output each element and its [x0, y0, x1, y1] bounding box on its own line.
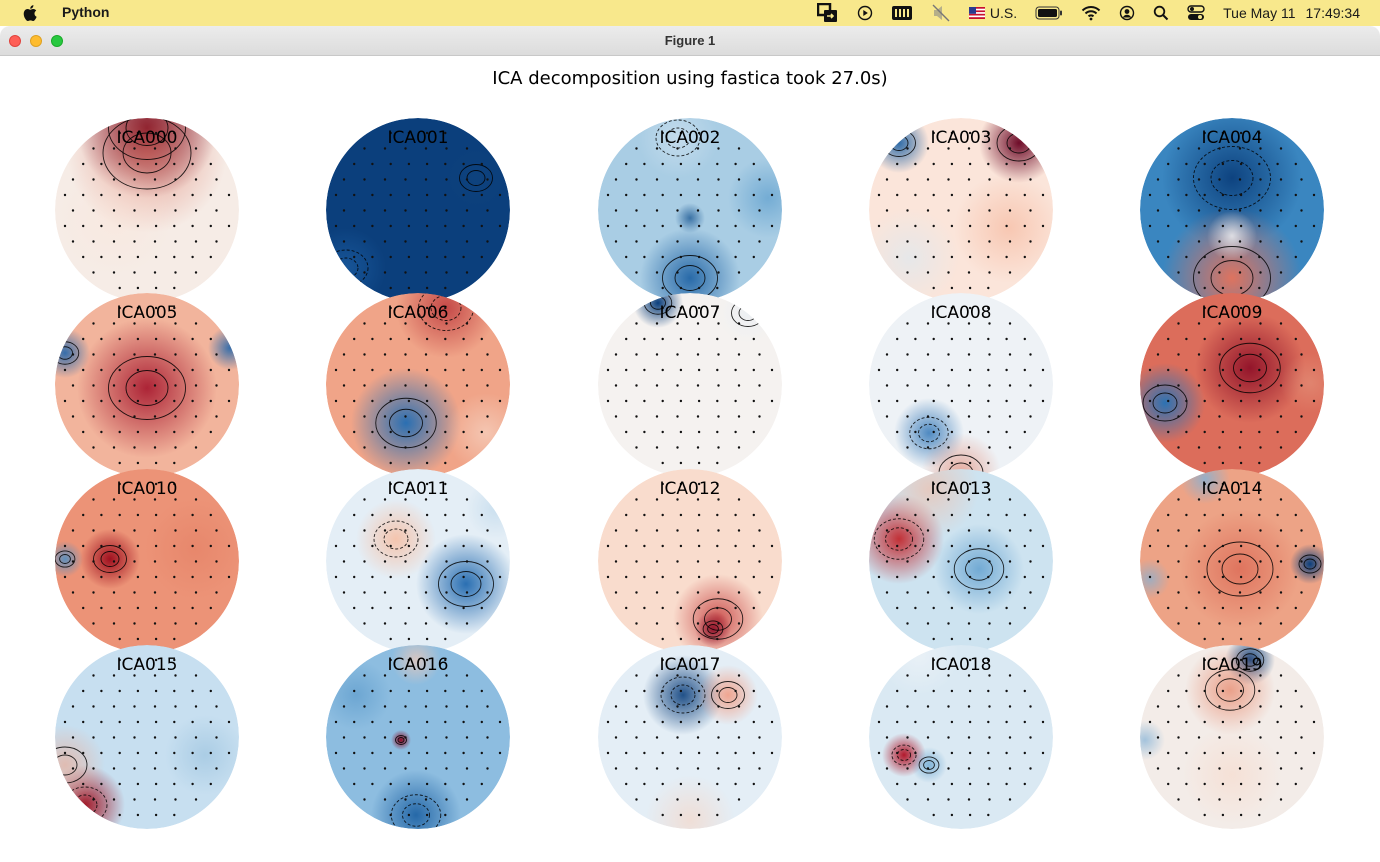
head-outline [598, 293, 782, 477]
menu-clock[interactable]: Tue May 11 17:49:34 [1223, 5, 1360, 21]
topomap-title: ICA002 [659, 128, 721, 148]
topomap-title: ICA008 [930, 303, 992, 323]
topomap-title: ICA003 [930, 128, 992, 148]
battery-box-icon[interactable] [891, 0, 913, 26]
head-outline [326, 118, 510, 302]
topomap-title: ICA012 [659, 479, 721, 499]
us-flag-icon [968, 7, 985, 19]
head-outline [869, 469, 1053, 653]
topomap-title: ICA015 [116, 655, 178, 675]
window-title: Figure 1 [664, 33, 716, 48]
topomap-ica007[interactable] [598, 293, 782, 477]
head-outline [598, 645, 782, 829]
head-outline [1140, 645, 1324, 829]
menu-bar: Python U.S. [0, 0, 1380, 26]
topomap-ica010[interactable] [55, 469, 239, 653]
topomap-ica001[interactable] [326, 118, 510, 302]
topomap-ica017[interactable] [598, 645, 782, 829]
topomap-ica005[interactable] [55, 293, 239, 477]
input-source[interactable]: U.S. [968, 0, 1018, 26]
head-outline [598, 118, 782, 302]
topomap-ica013[interactable] [869, 469, 1053, 653]
topomap-title: ICA016 [387, 655, 449, 675]
zoom-button[interactable] [51, 35, 63, 47]
clock-time: 17:49:34 [1305, 5, 1361, 21]
topomap-ica002[interactable] [598, 118, 782, 302]
topomap-ica000[interactable] [55, 118, 239, 302]
head-outline [598, 469, 782, 653]
topomap-title: ICA014 [1201, 479, 1263, 499]
topomap-title: ICA019 [1201, 655, 1263, 675]
topomap-title: ICA018 [930, 655, 992, 675]
user-icon[interactable] [1119, 0, 1135, 26]
topomap-ica011[interactable] [326, 469, 510, 653]
head-outline [1140, 118, 1324, 302]
head-outline [55, 118, 239, 302]
app-menu-python[interactable]: Python [62, 4, 110, 20]
clock-date: Tue May 11 [1223, 5, 1296, 21]
close-button[interactable] [9, 35, 21, 47]
topomap-ica003[interactable] [869, 118, 1053, 302]
topomap-ica012[interactable] [598, 469, 782, 653]
head-outline [869, 118, 1053, 302]
topomap-ica009[interactable] [1140, 293, 1324, 477]
topomap-title: ICA007 [659, 303, 721, 323]
topomap-ica019[interactable] [1140, 645, 1324, 829]
figure-window: Figure 1 ICA decomposition using fastica… [0, 26, 1380, 862]
head-outline [55, 293, 239, 477]
head-outline [55, 469, 239, 653]
screen-share-icon[interactable] [816, 0, 839, 26]
head-outline [1140, 293, 1324, 477]
figure-canvas: ICA decomposition using fastica took 27.… [0, 57, 1380, 862]
head-outline [326, 293, 510, 477]
play-icon[interactable] [857, 0, 873, 26]
apple-logo-icon[interactable] [22, 3, 40, 23]
topomap-ica004[interactable] [1140, 118, 1324, 302]
topomap-ica018[interactable] [869, 645, 1053, 829]
head-outline [1140, 469, 1324, 653]
minimize-button[interactable] [30, 35, 42, 47]
topomap-title: ICA009 [1201, 303, 1263, 323]
head-outline [869, 645, 1053, 829]
topomap-ica016[interactable] [326, 645, 510, 829]
topomap-title: ICA005 [116, 303, 178, 323]
status-area: U.S. Tue May 11 17:49:34 [799, 0, 1360, 26]
topomap-title: ICA000 [116, 128, 178, 148]
head-outline [55, 645, 239, 829]
mute-icon[interactable] [931, 0, 951, 26]
input-source-label: U.S. [989, 5, 1018, 21]
search-icon[interactable] [1153, 0, 1169, 26]
topomap-title: ICA011 [387, 479, 449, 499]
battery-icon[interactable] [1035, 0, 1063, 26]
topomap-title: ICA004 [1201, 128, 1263, 148]
control-center-icon[interactable] [1187, 0, 1205, 26]
topomap-title: ICA006 [387, 303, 449, 323]
topomap-title: ICA001 [387, 128, 449, 148]
topomap-title: ICA010 [116, 479, 178, 499]
topomap-title: ICA017 [659, 655, 721, 675]
topomap-title: ICA013 [930, 479, 992, 499]
wifi-icon[interactable] [1081, 0, 1101, 26]
head-outline [326, 469, 510, 653]
head-outline [326, 645, 510, 829]
figure-suptitle: ICA decomposition using fastica took 27.… [492, 68, 888, 89]
topomap-ica006[interactable] [326, 293, 510, 477]
window-titlebar[interactable]: Figure 1 [0, 26, 1380, 56]
topomap-ica014[interactable] [1140, 469, 1324, 653]
topomap-ica015[interactable] [55, 645, 239, 829]
